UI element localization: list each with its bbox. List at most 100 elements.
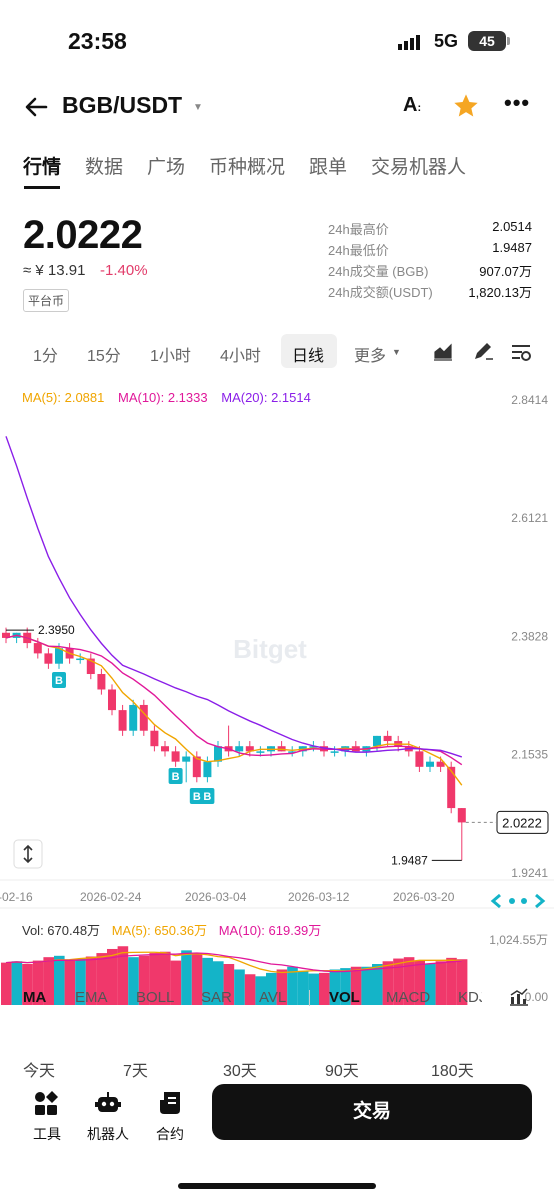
volume-bar: [149, 953, 160, 1005]
more-icon[interactable]: •••: [504, 90, 531, 115]
tab-data[interactable]: 数据: [85, 157, 124, 178]
volume-bar: [160, 951, 171, 1005]
buy-marker-label: B: [172, 771, 180, 783]
candle-body: [192, 756, 201, 778]
indicator-macd[interactable]: MACD: [386, 989, 431, 1006]
indicator-ma[interactable]: MA: [23, 989, 47, 1006]
watermark-text: Bitget: [233, 634, 307, 664]
tab-underline: [24, 186, 60, 189]
volume-bar: [414, 960, 425, 1005]
volume-bar: [202, 957, 213, 1005]
candle-body: [426, 761, 434, 767]
low-marker-label: 1.9487: [391, 853, 428, 867]
tab-square[interactable]: 广场: [147, 157, 186, 178]
contract-icon[interactable]: [158, 1090, 184, 1116]
chevron-down-icon[interactable]: ▼: [193, 102, 203, 113]
robot-icon[interactable]: [95, 1090, 121, 1116]
contract-label[interactable]: 合约: [156, 1126, 184, 1142]
stat-high-label: 24h最高价: [328, 222, 389, 237]
back-arrow-icon[interactable]: [22, 92, 52, 122]
candle-body: [373, 735, 381, 747]
volume-bar: [329, 969, 341, 1005]
tools-label[interactable]: 工具: [33, 1126, 61, 1142]
candle-body: [383, 735, 392, 742]
volume-bar: [1, 962, 12, 1005]
interval-4h[interactable]: 4小时: [220, 348, 261, 365]
candle-body: [457, 808, 466, 823]
tab-coin-overview[interactable]: 币种概况: [209, 157, 286, 178]
candle-body: [2, 632, 10, 638]
candle-body: [235, 746, 244, 752]
indicator-boll[interactable]: BOLL: [136, 989, 175, 1006]
signal-icon: [398, 35, 420, 50]
range-180d[interactable]: 180天: [431, 1063, 474, 1080]
price-cny: ≈ ¥ 13.91: [23, 262, 86, 279]
interval-1m[interactable]: 1分: [33, 348, 58, 365]
indicator-sar[interactable]: SAR: [201, 989, 232, 1006]
pair-title[interactable]: BGB/USDT: [62, 92, 183, 118]
last-price: 2.0222: [23, 213, 143, 257]
indicator-vol[interactable]: VOL: [329, 989, 360, 1006]
range-90d[interactable]: 90天: [325, 1063, 359, 1080]
vol-ma10: MA(10): 619.39万: [218, 923, 322, 938]
price-change: -1.40%: [100, 262, 148, 279]
interval-more-caret-icon[interactable]: ▼: [392, 347, 401, 357]
candle-body: [118, 710, 127, 731]
volume-bar: [43, 957, 54, 1005]
buy-marker-box: [52, 672, 66, 688]
tab-trading-bots[interactable]: 交易机器人: [371, 157, 467, 178]
volume-bar: [85, 956, 97, 1005]
x-tick-label: 2026-03-04: [185, 890, 247, 904]
range-today[interactable]: 今天: [23, 1063, 56, 1080]
volume-bar: [382, 961, 394, 1005]
favorite-star-icon[interactable]: [452, 92, 480, 120]
candle-body: [309, 746, 318, 748]
draw-tool-icon[interactable]: [472, 340, 494, 362]
trade-button[interactable]: 交易: [212, 1084, 532, 1140]
volume-bar: [170, 960, 182, 1005]
buy-marker-box: [200, 788, 215, 804]
volume-bar: [361, 966, 372, 1005]
tools-icon[interactable]: [33, 1090, 59, 1116]
indicator-chart-icon[interactable]: [508, 987, 530, 1007]
candle-body: [150, 730, 159, 747]
candle-body: [182, 756, 191, 762]
font-size-icon[interactable]: A:: [403, 94, 422, 116]
y-tick-label: 2.3828: [511, 629, 548, 643]
battery-icon: 45: [468, 31, 506, 51]
volume-bar: [22, 964, 33, 1005]
price-chart[interactable]: 2.8414 2.6121 2.3828 2.1535 1.9241 -02-16 2026…: [0, 380, 554, 1010]
ma-legend: MA(5): 2.0881 MA(10): 2.1333 MA(20): 2.1…: [22, 390, 311, 405]
chart-type-icon[interactable]: [432, 342, 454, 362]
volume-bar: [191, 953, 203, 1005]
tab-copy-trading[interactable]: 跟单: [309, 157, 348, 178]
volume-bar: [255, 976, 266, 1005]
indicator-settings-icon[interactable]: [510, 342, 532, 362]
stat-turnover-label: 24h成交额(USDT): [328, 285, 433, 300]
volume-bar: [223, 964, 235, 1005]
interval-1h[interactable]: 1小时: [150, 348, 191, 365]
volume-bar: [75, 958, 86, 1005]
indicator-avl[interactable]: AVL: [259, 989, 287, 1006]
volume-bar: [64, 960, 76, 1005]
range-7d[interactable]: 7天: [123, 1063, 148, 1080]
bot-label[interactable]: 机器人: [87, 1126, 129, 1142]
indicator-ema[interactable]: EMA: [75, 989, 108, 1006]
ma5-line: [5, 634, 463, 786]
volume-bar: [117, 946, 129, 1005]
range-30d[interactable]: 30天: [223, 1063, 257, 1080]
indicator-kdj[interactable]: KDJ: [458, 989, 482, 1006]
interval-daily[interactable]: 日线: [292, 348, 325, 365]
volume-bar: [96, 953, 107, 1005]
interval-more[interactable]: 更多: [354, 348, 387, 365]
interval-15m[interactable]: 15分: [87, 348, 121, 365]
volume-bar: [297, 970, 309, 1005]
tab-market[interactable]: 行情: [23, 157, 62, 178]
volume-bar: [266, 972, 277, 1005]
stat-low-label: 24h最低价: [328, 243, 389, 258]
vol-value: Vol: 670.48万: [22, 923, 101, 938]
volume-bar: [287, 966, 298, 1005]
stat-volume-value: 907.07万: [479, 264, 532, 279]
vol-ma5-line: [5, 951, 462, 974]
candle-body: [330, 751, 339, 753]
